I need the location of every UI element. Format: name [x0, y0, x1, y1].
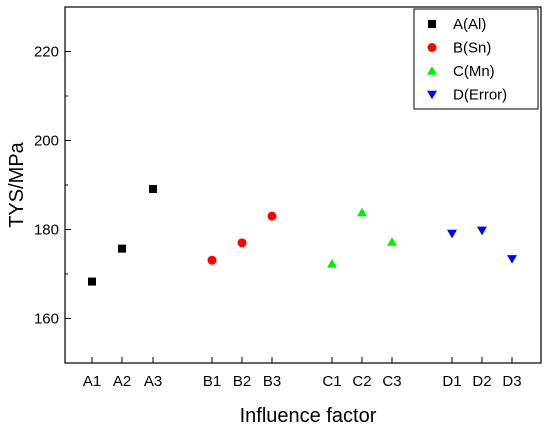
legend-label: C(Mn): [453, 63, 495, 80]
y-tick-label: 180: [34, 222, 59, 239]
data-point: [237, 238, 247, 248]
x-tick-label: B1: [203, 373, 221, 390]
x-tick-label: C1: [322, 373, 341, 390]
y-tick-label: 160: [34, 311, 59, 328]
x-tick-label: A1: [83, 373, 101, 390]
x-tick-label: A3: [144, 373, 162, 390]
legend-marker: [427, 90, 437, 100]
x-tick-label: B3: [263, 373, 281, 390]
data-point: [267, 211, 277, 221]
x-tick-label: C2: [352, 373, 371, 390]
data-point: [207, 255, 217, 265]
legend-marker: [427, 43, 437, 52]
data-point: [327, 258, 337, 268]
x-tick-label: C3: [382, 373, 401, 390]
data-point: [149, 185, 157, 194]
data-point: [507, 255, 517, 264]
y-tick-label: 200: [34, 133, 59, 150]
data-point: [118, 244, 126, 253]
legend-marker: [427, 66, 437, 75]
legend-label: D(Error): [453, 87, 507, 104]
x-axis-title: Influence factor: [240, 405, 377, 427]
legend-label: A(Al): [453, 16, 486, 33]
y-axis-title: TYS/MPa: [6, 141, 28, 227]
data-point: [88, 277, 96, 286]
x-tick-label: D3: [502, 373, 521, 390]
data-point: [477, 226, 487, 236]
data-point: [357, 207, 367, 217]
data-points: [88, 185, 517, 286]
x-axis: A1 A2 A3 B1 B2 B3 C1 C2 C3 D1 D2 D3: [83, 357, 522, 390]
x-tick-label: A2: [113, 373, 131, 390]
x-tick-label: D1: [442, 373, 461, 390]
y-axis: 160 180 200 220: [34, 6, 71, 364]
data-point: [387, 237, 397, 246]
legend-marker: [428, 20, 436, 28]
data-point: [447, 229, 457, 239]
x-tick-label: B2: [233, 373, 251, 390]
legend: A(Al) B(Sn) C(Mn) D(Error): [413, 8, 539, 110]
x-tick-label: D2: [472, 373, 491, 390]
legend-label: B(Sn): [453, 40, 491, 57]
y-tick-label: 220: [34, 44, 59, 61]
